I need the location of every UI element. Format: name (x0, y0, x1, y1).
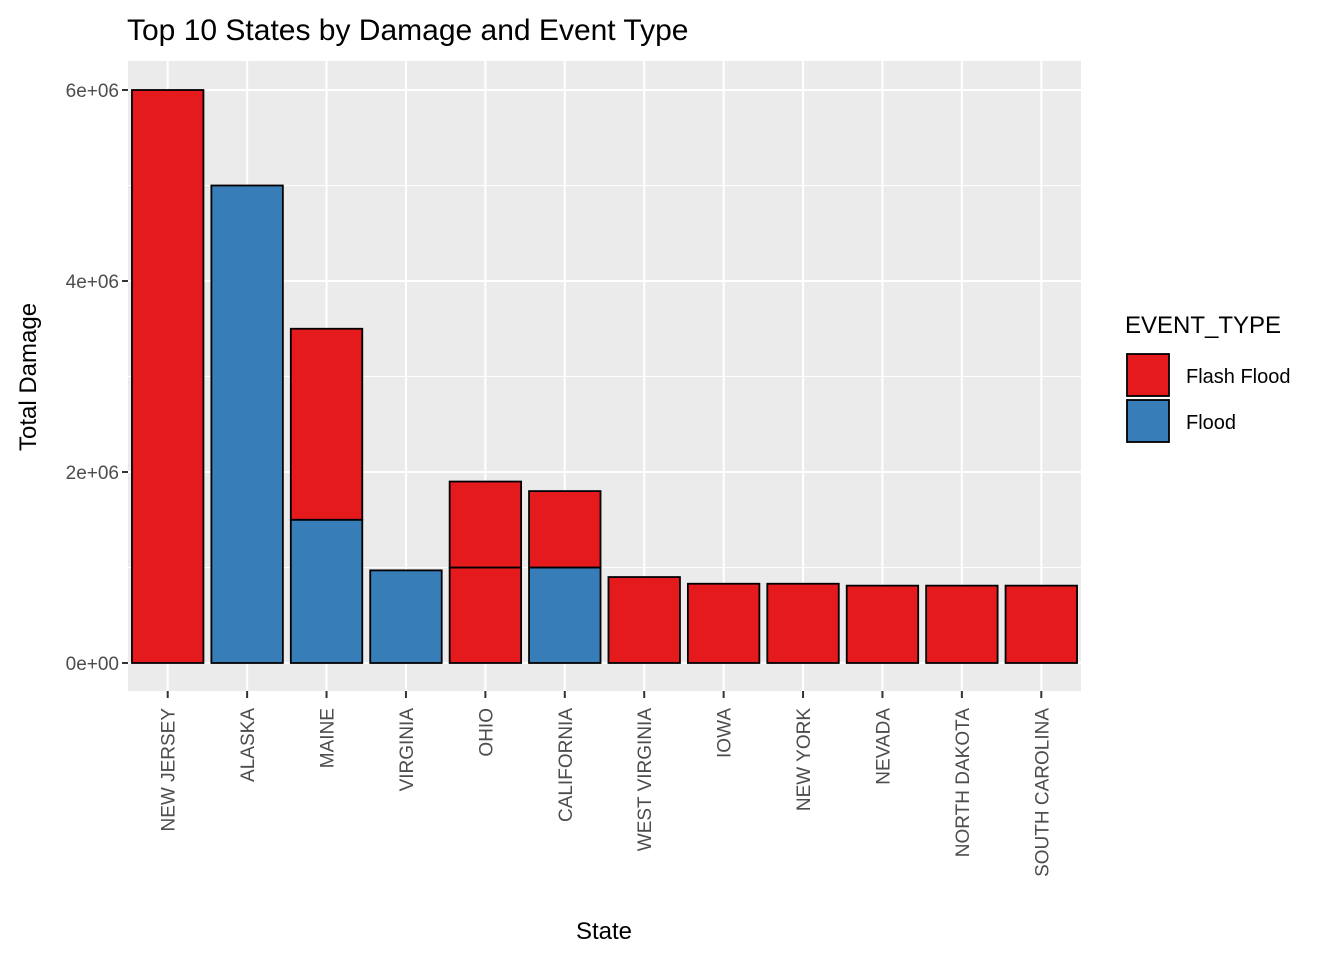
bar-segment (845, 584, 920, 664)
bar-segment (766, 582, 840, 664)
x-axis: NEW JERSEY ALASKA MAINE VIRGINIA OHIO CALIFOR… (159, 691, 1053, 877)
legend: EVENT_TYPE Flash Flood Flood (1125, 312, 1291, 443)
x-tick-label: NORTH DAKOTA (953, 708, 974, 858)
x-tick-label: NEW JERSEY (159, 708, 180, 832)
bar-segment (448, 480, 523, 569)
bar-segment (289, 327, 364, 521)
bar-segment (1004, 584, 1078, 664)
bar-segment (131, 89, 205, 664)
bars (131, 89, 1078, 664)
chart-title: Top 10 States by Damage and Event Type (127, 14, 688, 47)
bar-segment (528, 490, 602, 569)
bar-segment (686, 582, 761, 664)
bar-segment (369, 569, 443, 664)
y-tick-label: 0e+00 (66, 654, 119, 675)
x-tick-label: SOUTH CAROLINA (1032, 708, 1053, 877)
bar-segment (607, 576, 681, 664)
minor-gridlines (128, 185, 1081, 568)
x-tick-label: VIRGINIA (397, 708, 418, 792)
legend-key (1126, 353, 1170, 397)
x-tick-label: MAINE (318, 708, 339, 768)
x-tick-label: NEW YORK (794, 708, 815, 811)
x-tick-label: IOWA (715, 708, 736, 758)
y-axis: 0e+00 2e+06 4e+06 6e+06 (66, 81, 128, 675)
y-tick-label: 2e+06 (66, 463, 119, 484)
legend-label: Flash Flood (1186, 366, 1291, 388)
x-tick-label: CALIFORNIA (556, 708, 577, 822)
x-tick-label: OHIO (476, 708, 497, 757)
bar-segment (210, 184, 284, 664)
legend-label: Flood (1186, 412, 1236, 434)
bar-segment (528, 566, 602, 664)
x-axis-title: State (576, 918, 632, 945)
legend-title: EVENT_TYPE (1125, 312, 1281, 339)
y-tick-label: 6e+06 (66, 81, 119, 102)
x-tick-label: ALASKA (238, 708, 259, 782)
y-tick-label: 4e+06 (66, 272, 119, 293)
x-tick-label: WEST VIRGINIA (635, 708, 656, 852)
bar-segment (925, 584, 999, 664)
bar-segment (289, 518, 364, 664)
bar-segment (448, 566, 523, 664)
x-tick-label: NEVADA (873, 708, 894, 785)
legend-key (1126, 399, 1170, 443)
y-axis-title: Total Damage (15, 303, 42, 451)
